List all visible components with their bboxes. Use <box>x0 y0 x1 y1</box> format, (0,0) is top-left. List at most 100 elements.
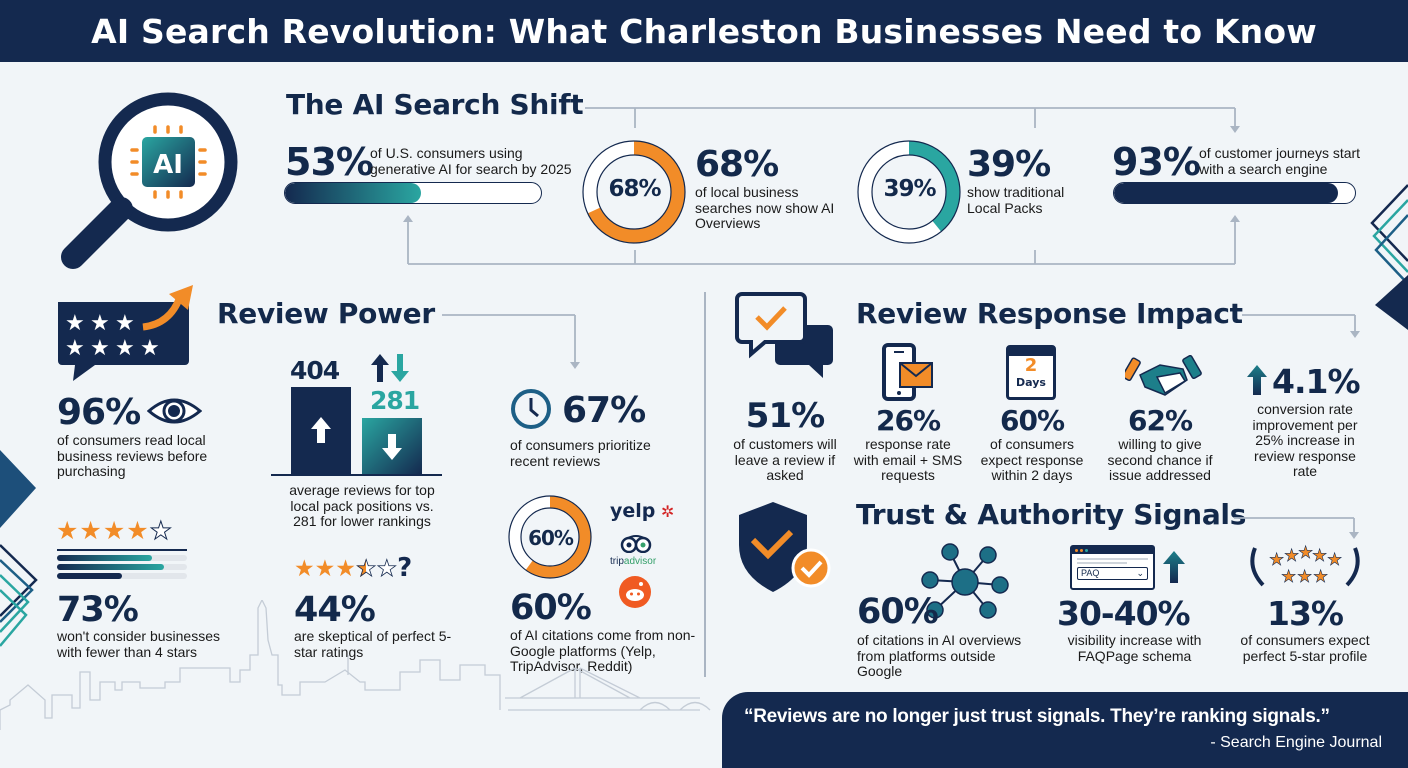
stat-value-30-40: 30-40% <box>1057 594 1191 633</box>
section-title-review-response: Review Response Impact <box>856 297 1243 330</box>
arrow-up-icon-faq <box>1163 551 1185 583</box>
stat-label-30-40: visibility increase with FAQPage schema <box>1067 632 1202 664</box>
progress-bar-53 <box>284 182 542 204</box>
stat-label-67: of consumers prioritize recent reviews <box>510 437 651 469</box>
stat-value-96: 96% <box>57 392 141 433</box>
stat-label-44: are skeptical of perfect 5-star ratings <box>294 628 452 660</box>
magnifier-ai-chip-icon: AI <box>61 92 238 269</box>
phone-email-icon <box>882 343 933 401</box>
stat-value-39: 39% <box>967 144 1051 185</box>
page-title: AI Search Revolution: What Charleston Bu… <box>91 11 1317 51</box>
faq-dropdown-text: PAQ <box>1081 568 1100 578</box>
svg-text:★: ★ <box>1298 543 1313 563</box>
bar-top-positions <box>291 387 351 474</box>
calendar-unit: Days <box>1016 376 1046 389</box>
stat-label-68: of local business searches now show AI O… <box>695 184 835 231</box>
shield-check-icon <box>739 502 831 592</box>
donut-label-60: 60% <box>528 526 574 550</box>
stat-label-4-1: conversion rate improvement per 25% incr… <box>1252 401 1358 479</box>
section-divider <box>704 292 706 677</box>
review-stars-bubble-icon: ★ ★ ★ ★ ★ ★ ★ <box>58 285 193 381</box>
svg-text:★: ★ <box>115 336 135 361</box>
chat-check-icon <box>735 292 833 378</box>
donut-chart-60 <box>508 495 592 579</box>
stat-value-93: 93% <box>1112 140 1201 184</box>
stat-value-60-response: 60% <box>999 404 1065 437</box>
tripadvisor-owl-icon <box>620 535 652 553</box>
clock-icon <box>511 389 551 429</box>
stat-value-62: 62% <box>1127 404 1193 437</box>
stat-value-13: 13% <box>1267 594 1344 633</box>
svg-text:★: ★ <box>65 311 85 336</box>
charleston-skyline <box>0 600 711 730</box>
svg-text:★: ★ <box>1313 567 1328 587</box>
browser-faq-icon: PAQ ⌄ <box>1070 545 1155 590</box>
stat-label-60-citations: of AI citations come from non-Google pla… <box>510 627 696 674</box>
handshake-icon <box>1125 355 1202 396</box>
stat-label-26: response rate with email + SMS requests <box>853 436 963 483</box>
stat-label-60-trust: of citations in AI overviews from platfo… <box>857 632 1022 679</box>
yelp-logo: yelp ✲ <box>610 500 675 522</box>
calendar-icon: 2 Days <box>1006 345 1056 400</box>
svg-text:★: ★ <box>1284 546 1299 566</box>
bar-lower-rankings <box>362 418 422 474</box>
stat-value-60-trust: 60% <box>857 592 939 632</box>
section-title-ai-search-shift: The AI Search Shift <box>286 88 584 121</box>
quote-text: “Reviews are no longer just trust signal… <box>744 706 1330 727</box>
stat-value-73: 73% <box>57 590 139 630</box>
stat-label-62: willing to give second chance if issue a… <box>1107 436 1213 483</box>
stat-value-68: 68% <box>695 144 779 185</box>
svg-text:★: ★ <box>1269 550 1284 570</box>
donut-chart-39 <box>857 140 961 244</box>
stat-value-67: 67% <box>562 390 646 431</box>
svg-text:★: ★ <box>1312 546 1327 566</box>
review-power-connector <box>442 314 580 369</box>
quote-source: - Search Engine Journal <box>1210 734 1382 751</box>
rating-divider <box>57 549 187 551</box>
trust-connector <box>1234 517 1359 539</box>
stat-label-73: won't consider businesses with fewer tha… <box>57 628 220 660</box>
eye-icon <box>147 398 202 424</box>
section-title-trust: Trust & Authority Signals <box>856 498 1247 531</box>
svg-text:★: ★ <box>65 336 85 361</box>
tripadvisor-wordmark: tripadvisor <box>610 556 657 567</box>
progress-bar-93 <box>1113 182 1356 204</box>
up-down-arrows-icon <box>371 354 409 382</box>
stat-value-44: 44% <box>294 590 376 630</box>
laurel-stars-icon: ★ ★★★ ★ ★ ★ ★ <box>1250 543 1360 587</box>
stat-label-39: show traditional Local Packs <box>967 184 1065 216</box>
svg-text:★: ★ <box>90 311 110 336</box>
skeptical-star-rating: ★★★★★? <box>294 553 413 583</box>
stat-value-53: 53% <box>285 140 374 184</box>
review-response-connector <box>1242 314 1360 338</box>
stat-value-4-1: 4.1% <box>1272 362 1361 401</box>
review-count-lower: 281 <box>370 386 420 415</box>
yelp-wordmark: yelp <box>610 500 656 522</box>
section-title-review-power: Review Power <box>217 297 435 330</box>
four-star-rating: ★★★★★ <box>56 516 174 546</box>
stat-label-96: of consumers read local business reviews… <box>57 432 208 479</box>
network-icon <box>921 543 1009 619</box>
svg-text:★: ★ <box>115 311 135 336</box>
stat-value-26: 26% <box>875 404 941 437</box>
connector-lines <box>403 107 1240 265</box>
stat-value-60-citations: 60% <box>510 588 592 628</box>
donut-chart-68 <box>582 140 686 244</box>
stat-label-51: of customers will leave a review if aske… <box>733 436 837 483</box>
svg-text:AI: AI <box>153 150 183 180</box>
svg-text:★: ★ <box>1327 550 1342 570</box>
svg-text:★: ★ <box>1297 567 1312 587</box>
svg-text:★: ★ <box>90 336 110 361</box>
stat-value-51: 51% <box>745 396 825 436</box>
quote-banner: “Reviews are no longer just trust signal… <box>722 692 1408 768</box>
stat-label-93: of customer journeys start with a search… <box>1199 145 1361 177</box>
decorative-diamonds-left <box>0 450 38 647</box>
reddit-logo-icon <box>619 576 651 608</box>
stat-label-53: of U.S. consumers using generative AI fo… <box>370 145 572 177</box>
review-count-label: average reviews for top local pack posit… <box>289 482 435 529</box>
donut-label-39: 39% <box>883 176 936 202</box>
svg-text:★: ★ <box>1281 567 1296 587</box>
bar-baseline <box>271 474 442 476</box>
svg-text:★: ★ <box>140 336 160 361</box>
rating-bars <box>57 555 187 579</box>
